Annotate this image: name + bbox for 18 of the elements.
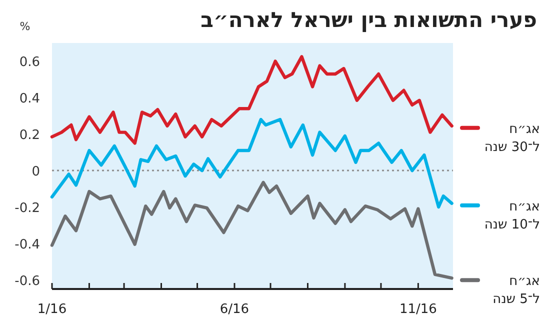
legend-label: אג״ח ל־5 שנה <box>492 274 540 308</box>
line-series <box>50 118 454 209</box>
line-series <box>50 180 454 280</box>
x-tick-label: 11/16 <box>399 302 437 317</box>
chart-title: פערי התשואות בין ישראל לארה״ב <box>200 8 537 33</box>
y-tick-label: 0.6 <box>19 55 40 70</box>
y-tick-label: -0.2 <box>14 201 40 216</box>
y-tick-label: 0 <box>32 164 40 180</box>
legend-label: אג״ח ל־30 שנה <box>484 122 540 155</box>
y-tick-label: 0.2 <box>19 128 40 144</box>
y-axis-title: % <box>20 20 30 33</box>
line-series <box>50 55 454 145</box>
x-tick-label: 6/16 <box>220 302 250 317</box>
x-tick-label: 1/16 <box>37 302 67 317</box>
y-tick-label: 0.4 <box>19 92 40 107</box>
y-tick-label: -0.4 <box>14 237 40 252</box>
y-tick-label: -0.6 <box>14 274 40 289</box>
legend-label: אג״ח ל־10 שנה <box>484 199 540 232</box>
